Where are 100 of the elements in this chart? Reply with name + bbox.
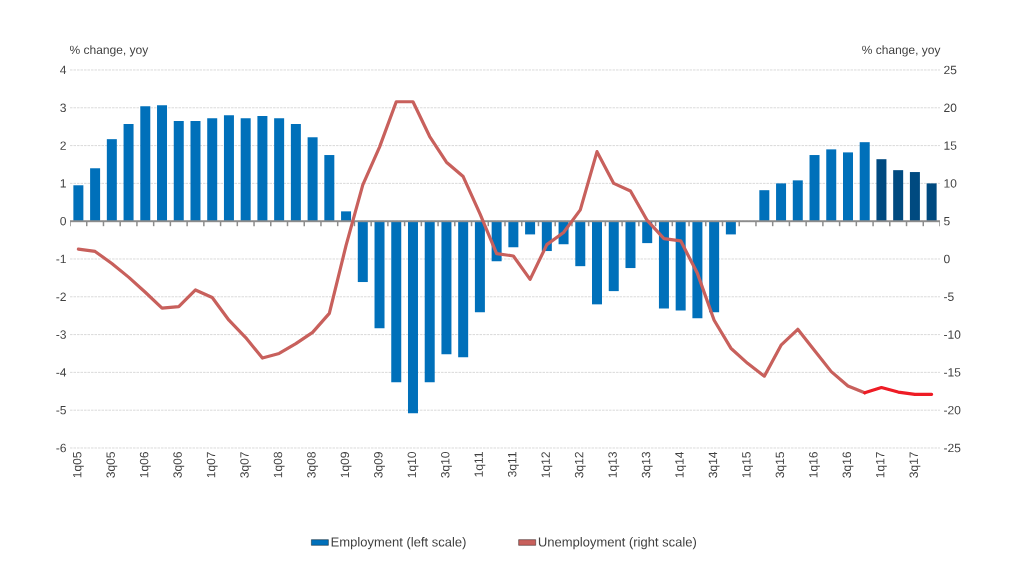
bar — [458, 221, 469, 358]
bar — [809, 155, 820, 222]
bar — [73, 185, 84, 222]
bar — [223, 115, 234, 222]
x-tick-label: 3q15 — [775, 452, 787, 478]
y-tick-label: -5 — [56, 406, 66, 415]
bar — [675, 221, 686, 311]
y2-tick-label: -25 — [944, 443, 961, 453]
x-tick-label: 1q12 — [541, 452, 553, 478]
x-tick-label: 1q09 — [340, 452, 352, 478]
bar — [826, 149, 837, 222]
x-tick-label: 3q05 — [106, 452, 118, 478]
y-tick-label: -6 — [56, 443, 66, 453]
y-tick-label: 0 — [60, 216, 67, 226]
y2-tick-label: 20 — [944, 103, 957, 113]
line-series — [863, 385, 934, 396]
bar — [893, 170, 904, 222]
x-tick-label: 3q16 — [842, 452, 854, 478]
bar — [424, 221, 435, 383]
y-tick-label: 2 — [60, 141, 66, 150]
y2-tick-label: 5 — [944, 217, 950, 226]
x-tick-label: 1q10 — [407, 451, 419, 478]
x-tick-label: 1q11 — [474, 452, 486, 477]
bar — [608, 221, 619, 292]
bar — [592, 221, 603, 305]
y-tick-label: -2 — [56, 292, 66, 301]
bar — [190, 121, 201, 222]
y2-tick-label: -5 — [944, 292, 954, 301]
x-tick-label: 1q06 — [139, 452, 151, 478]
y2-tick-label: 25 — [944, 65, 957, 75]
bar — [207, 118, 218, 222]
x-tick-label: 3q13 — [641, 452, 653, 478]
y2-tick-label: -15 — [944, 368, 961, 377]
bar — [876, 159, 887, 222]
x-tick-label: 3q09 — [374, 452, 385, 478]
bar — [441, 221, 452, 355]
bar — [525, 221, 536, 235]
bar — [859, 142, 870, 222]
y2-tick-label: 15 — [944, 141, 957, 150]
x-tick-label: 3q07 — [240, 452, 252, 478]
legend-label: Unemployment (right scale) — [538, 537, 697, 550]
bar — [140, 106, 151, 222]
bar — [324, 155, 335, 222]
bar — [173, 121, 184, 222]
bar — [407, 221, 418, 414]
bar — [90, 168, 101, 222]
bar — [274, 118, 285, 222]
bar — [374, 221, 385, 329]
bar — [357, 221, 368, 283]
x-tick-label: 1q16 — [809, 452, 820, 478]
x-tick-label: 3q08 — [307, 452, 319, 478]
y-tick-label: 1 — [60, 179, 66, 188]
bar — [709, 221, 720, 313]
bar — [106, 139, 117, 222]
x-tick-label: 3q10 — [441, 451, 452, 478]
y-tick-label: 3 — [60, 103, 66, 113]
x-tick-label: 3q06 — [173, 452, 185, 478]
bar — [123, 124, 134, 222]
x-tick-label: 3q14 — [708, 451, 720, 478]
bar — [909, 172, 920, 222]
legend-label: Employment (left scale) — [331, 537, 466, 550]
bar — [290, 124, 301, 222]
line-series — [76, 100, 867, 395]
y2-axis-title: % change, yoy — [862, 45, 941, 57]
x-tick-label: 1q08 — [273, 452, 285, 478]
bar — [240, 118, 251, 222]
bar — [792, 180, 803, 222]
x-tick-label: 1q05 — [72, 452, 84, 478]
x-tick-label: 1q15 — [742, 452, 753, 478]
bar — [307, 137, 318, 222]
bar — [725, 221, 736, 235]
y2-tick-label: 10 — [944, 179, 957, 188]
x-tick-label: 1q14 — [675, 451, 687, 478]
bar — [842, 152, 853, 222]
x-tick-label: 3q12 — [574, 452, 586, 478]
x-tick-label: 1q17 — [876, 452, 887, 478]
y2-tick-label: -10 — [944, 330, 961, 339]
bar — [341, 211, 352, 222]
bar — [257, 116, 268, 222]
bar — [391, 221, 402, 383]
x-tick-label: 3q11 — [507, 452, 519, 477]
y-axis-title: % change, yoy — [69, 45, 149, 57]
bar — [692, 221, 703, 319]
x-tick-label: 3q17 — [909, 452, 921, 478]
y-tick-label: -4 — [56, 368, 67, 377]
bar — [776, 183, 787, 222]
y2-tick-label: -20 — [944, 405, 961, 415]
bar — [926, 183, 937, 222]
bar — [625, 221, 636, 269]
x-tick-label: 1q13 — [608, 452, 620, 478]
x-tick-label: 1q07 — [206, 452, 218, 478]
bar — [575, 221, 586, 267]
y2-tick-label: 0 — [944, 254, 950, 264]
y-tick-label: -1 — [56, 254, 66, 264]
bar — [508, 221, 519, 248]
y-tick-label: -3 — [56, 330, 66, 339]
bar — [658, 221, 669, 309]
bar — [474, 221, 485, 313]
y-tick-label: 4 — [60, 65, 67, 75]
bar — [157, 105, 168, 222]
